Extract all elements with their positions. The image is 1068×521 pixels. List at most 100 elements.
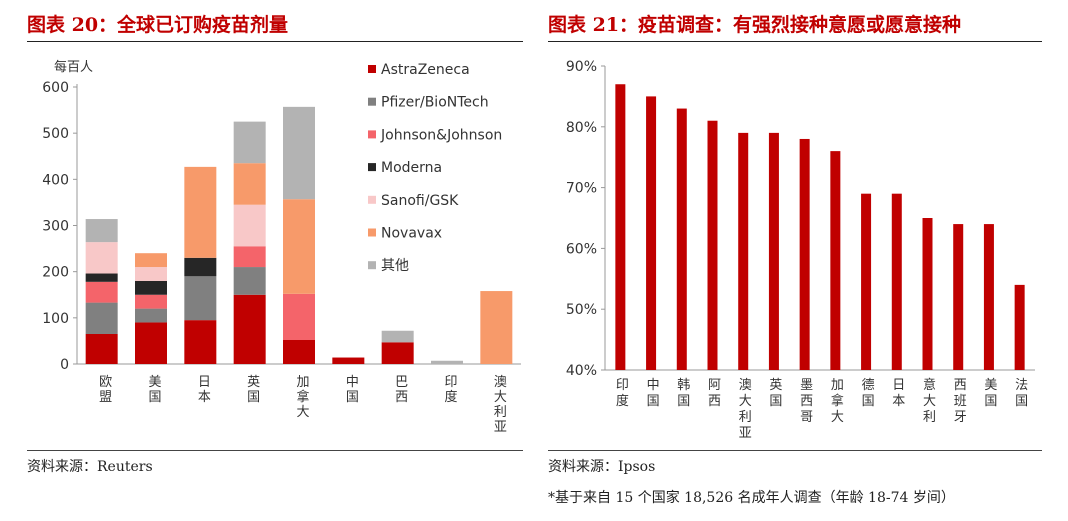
bar-segment (233, 204, 266, 247)
bar-segment (135, 322, 167, 364)
left-x-tick-label: 欧盟 (99, 375, 112, 405)
right-y-tick-label: 40% (566, 363, 597, 379)
legend-swatch (368, 65, 376, 73)
right-y-tick-label: 50% (566, 302, 597, 318)
survey-note: *基于来自 15 个国家 18,526 名成年人调查（年龄 18-74 岁间） (548, 490, 955, 506)
left-x-tick-label: 印度 (444, 375, 457, 405)
legend-swatch (368, 195, 376, 204)
left-source: 资料来源：Reuters (27, 459, 153, 475)
bar-segment (233, 163, 266, 205)
right-x-tick-label: 西班牙 (954, 378, 967, 425)
bar (676, 108, 687, 370)
right-x-tick-label: 英国 (769, 378, 782, 409)
left-x-tick-label: 加拿大 (296, 375, 309, 420)
legend-label: Johnson&Johnson (380, 127, 502, 143)
bar-segment (283, 106, 315, 200)
right-source: 资料来源：Ipsos (548, 459, 656, 475)
right-y-tick-label: 80% (566, 120, 597, 136)
left-chart-title: 图表 20：全球已订购疫苗剂量 (27, 14, 289, 36)
bar-segment (135, 267, 167, 281)
left-x-tick-label: 美国 (148, 375, 161, 405)
bar-segment (233, 121, 266, 164)
bar-segment (233, 294, 266, 364)
bar-segment (85, 273, 118, 282)
bar-segment (233, 267, 266, 295)
right-x-tick-label: 加拿大 (831, 378, 844, 425)
right-x-tick-label: 墨西哥 (800, 378, 813, 425)
right-title-rule (548, 41, 1042, 42)
bar (738, 132, 749, 370)
right-y-tick-label: 70% (566, 181, 597, 197)
bar (615, 84, 626, 371)
bar-segment (332, 357, 365, 364)
bar (953, 224, 964, 370)
bar-segment (135, 280, 167, 295)
right-x-tick-label: 澳大利亚 (739, 377, 752, 441)
left-title-rule (27, 41, 523, 42)
bar-segment (184, 166, 217, 258)
bar-segment (85, 302, 118, 334)
bar-segment (283, 199, 315, 294)
left-y-tick-label: 100 (42, 311, 69, 327)
left-y-axis-label: 每百人 (54, 59, 93, 75)
right-chart-title: 图表 21：疫苗调查：有强烈接种意愿或愿意接种 (548, 14, 962, 36)
right-x-tick-label: 印度 (616, 378, 629, 409)
bar (799, 138, 810, 370)
left-x-tick-label: 英国 (247, 375, 260, 405)
legend-label: AstraZeneca (381, 62, 470, 78)
right-x-tick-label: 德国 (862, 378, 875, 409)
right-x-tick-label: 意大利 (923, 377, 936, 425)
legend-swatch (368, 97, 376, 106)
bar-segment (135, 294, 167, 309)
bar (646, 96, 657, 371)
left-y-tick-label: 400 (42, 172, 69, 188)
bar-segment (85, 281, 118, 303)
legend-label: 其他 (381, 258, 409, 274)
left-y-tick-label: 500 (42, 126, 69, 142)
legend-label: Moderna (381, 160, 442, 176)
legend-swatch (368, 163, 376, 172)
left-x-tick-label: 澳大利亚 (494, 374, 507, 435)
right-source-rule (548, 450, 1042, 451)
bar-segment (184, 276, 217, 321)
right-x-tick-label: 阿西 (708, 378, 721, 409)
left-x-tick-label: 日本 (198, 375, 211, 405)
bar (983, 224, 994, 370)
legend-swatch (368, 261, 376, 270)
bar-segment (85, 219, 118, 243)
right-y-tick-label: 60% (566, 241, 597, 257)
right-x-tick-label: 美国 (984, 378, 997, 409)
left-y-tick-label: 200 (42, 265, 69, 281)
bar-segment (85, 333, 118, 364)
left-x-tick-label: 中国 (346, 375, 359, 405)
bar-segment (381, 330, 414, 343)
left-source-rule (27, 450, 523, 451)
legend-label: Pfizer/BioNTech (381, 95, 489, 111)
bar-segment (283, 293, 315, 340)
bar (768, 132, 779, 370)
bar (1014, 284, 1025, 370)
right-x-tick-label: 韩国 (677, 378, 690, 409)
bar-segment (184, 320, 217, 364)
bar-segment (431, 360, 463, 364)
bar (861, 193, 872, 370)
legend-label: Sanofi/GSK (381, 193, 459, 209)
bar (922, 218, 933, 370)
left-chart: 每百人 0 100 200 300 400 500 600 欧盟 美国 日本 英国 加拿大 中国 巴西 印度 澳… (42, 59, 521, 435)
left-y-tick-label: 600 (42, 80, 69, 96)
bar-segment (233, 246, 266, 268)
legend-swatch (368, 228, 376, 237)
bar (891, 193, 902, 370)
left-y-tick-label: 0 (60, 357, 69, 373)
bar-segment (85, 242, 118, 274)
bar-segment (381, 342, 414, 364)
right-x-tick-label: 法国 (1015, 378, 1028, 409)
right-y-tick-label: 90% (566, 59, 597, 75)
bar-segment (135, 253, 167, 268)
left-y-tick-label: 300 (42, 219, 69, 235)
bar-segment (184, 257, 217, 277)
legend-swatch (368, 130, 376, 139)
bar-segment (480, 291, 513, 364)
right-x-tick-label: 日本 (892, 378, 905, 409)
